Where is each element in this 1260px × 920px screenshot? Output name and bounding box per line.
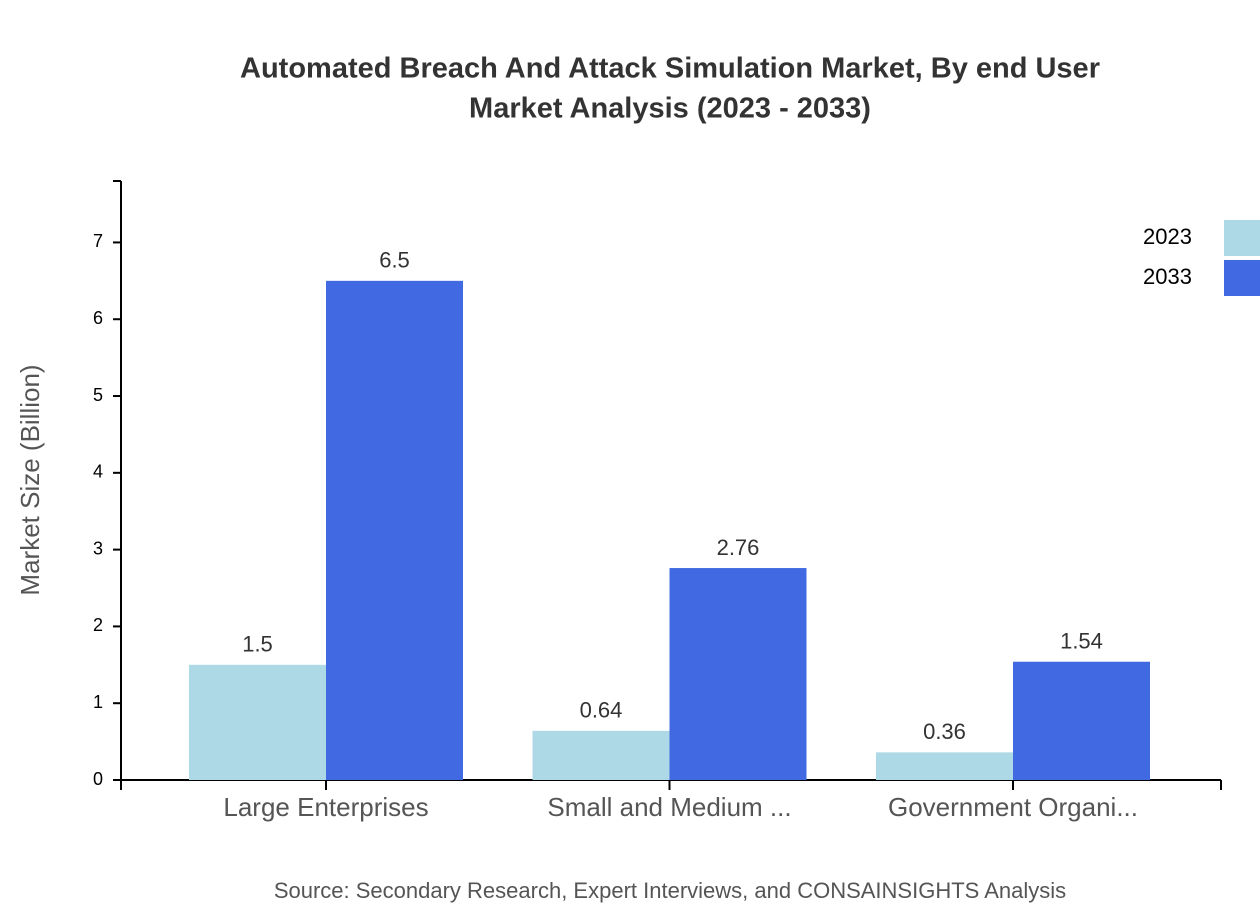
value-label: 2.76 [717, 535, 760, 560]
y-tick-label: 0 [93, 769, 103, 789]
value-label: 1.5 [242, 632, 273, 657]
value-label: 1.54 [1060, 629, 1103, 654]
bar [1013, 661, 1150, 780]
value-label: 6.5 [379, 248, 410, 273]
y-tick-label: 3 [93, 538, 103, 558]
y-tick-label: 6 [93, 308, 103, 328]
y-axis-label: Market Size (Billion) [15, 364, 45, 595]
y-tick-label: 7 [93, 231, 103, 251]
bar [326, 280, 463, 780]
legend-label: 2023 [1143, 224, 1192, 249]
legend-label: 2033 [1143, 264, 1192, 289]
legend-swatch [1224, 260, 1260, 296]
x-tick-label: Government Organi... [888, 792, 1138, 822]
bar [669, 568, 807, 780]
y-tick-label: 4 [93, 462, 103, 482]
bar [189, 664, 326, 780]
value-label: 0.36 [923, 719, 966, 744]
legend-swatch [1224, 220, 1260, 256]
y-tick-label: 5 [93, 385, 103, 405]
y-tick-label: 2 [93, 615, 103, 635]
bar [876, 752, 1013, 780]
value-label: 0.64 [580, 698, 623, 723]
x-tick-label: Large Enterprises [223, 792, 428, 822]
chart-title: Market Analysis (2023 - 2033) [469, 93, 871, 125]
x-tick-label: Small and Medium ... [547, 792, 791, 822]
y-tick-label: 1 [93, 692, 103, 712]
bar [532, 730, 670, 780]
chart-title: Automated Breach And Attack Simulation M… [240, 53, 1100, 85]
source-note: Source: Secondary Research, Expert Inter… [274, 878, 1066, 903]
